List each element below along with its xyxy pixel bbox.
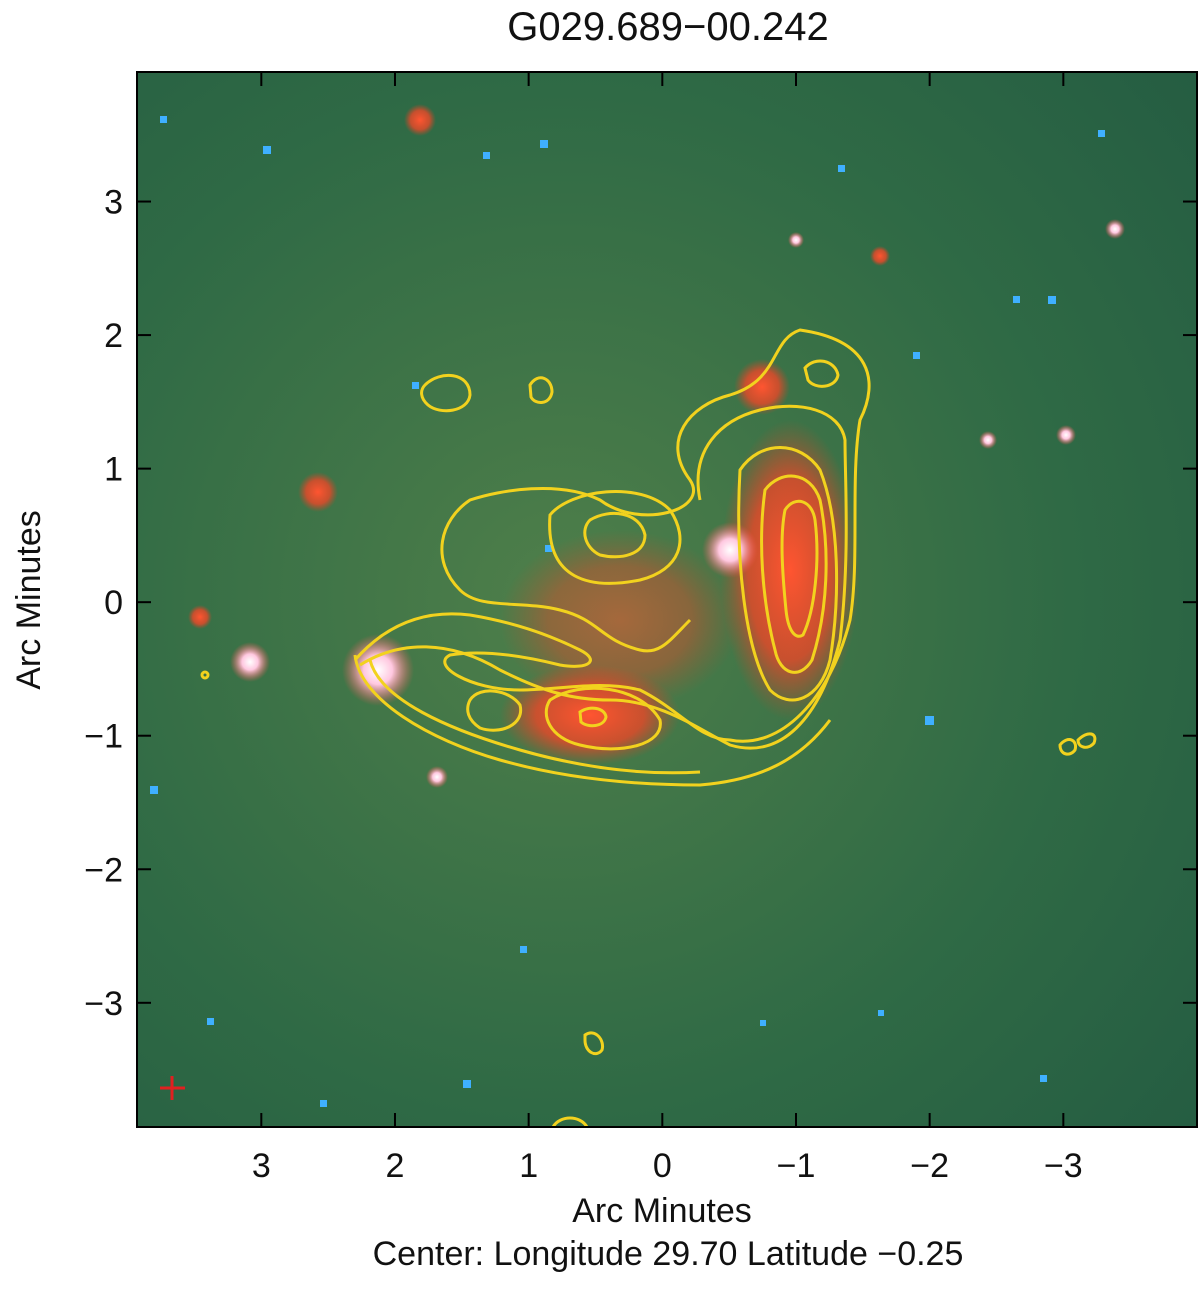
- x-tick-label: −2: [910, 1147, 949, 1185]
- x-tick-label: 2: [386, 1147, 405, 1185]
- y-tick-label: −2: [84, 851, 123, 889]
- title: G029.689−00.242: [507, 5, 828, 49]
- x-tick-label: −1: [777, 1147, 816, 1185]
- x-tick-label: 3: [252, 1147, 271, 1185]
- x-axis-label: Arc Minutes: [572, 1192, 752, 1230]
- y-tick-label: 1: [104, 451, 123, 489]
- x-tick-label: 1: [519, 1147, 538, 1185]
- sky-image: [136, 71, 1198, 1128]
- x-tick-label: 0: [653, 1147, 672, 1185]
- y-tick-label: 0: [104, 584, 123, 622]
- x-tick-label: −3: [1044, 1147, 1083, 1185]
- y-tick-label: 2: [104, 317, 123, 355]
- y-tick-label: −3: [84, 985, 123, 1023]
- y-axis-label: Arc Minutes: [10, 510, 48, 690]
- y-tick-label: 3: [104, 184, 123, 222]
- y-tick-label: −1: [84, 718, 123, 756]
- caption: Center: Longitude 29.70 Latitude −0.25: [373, 1235, 964, 1273]
